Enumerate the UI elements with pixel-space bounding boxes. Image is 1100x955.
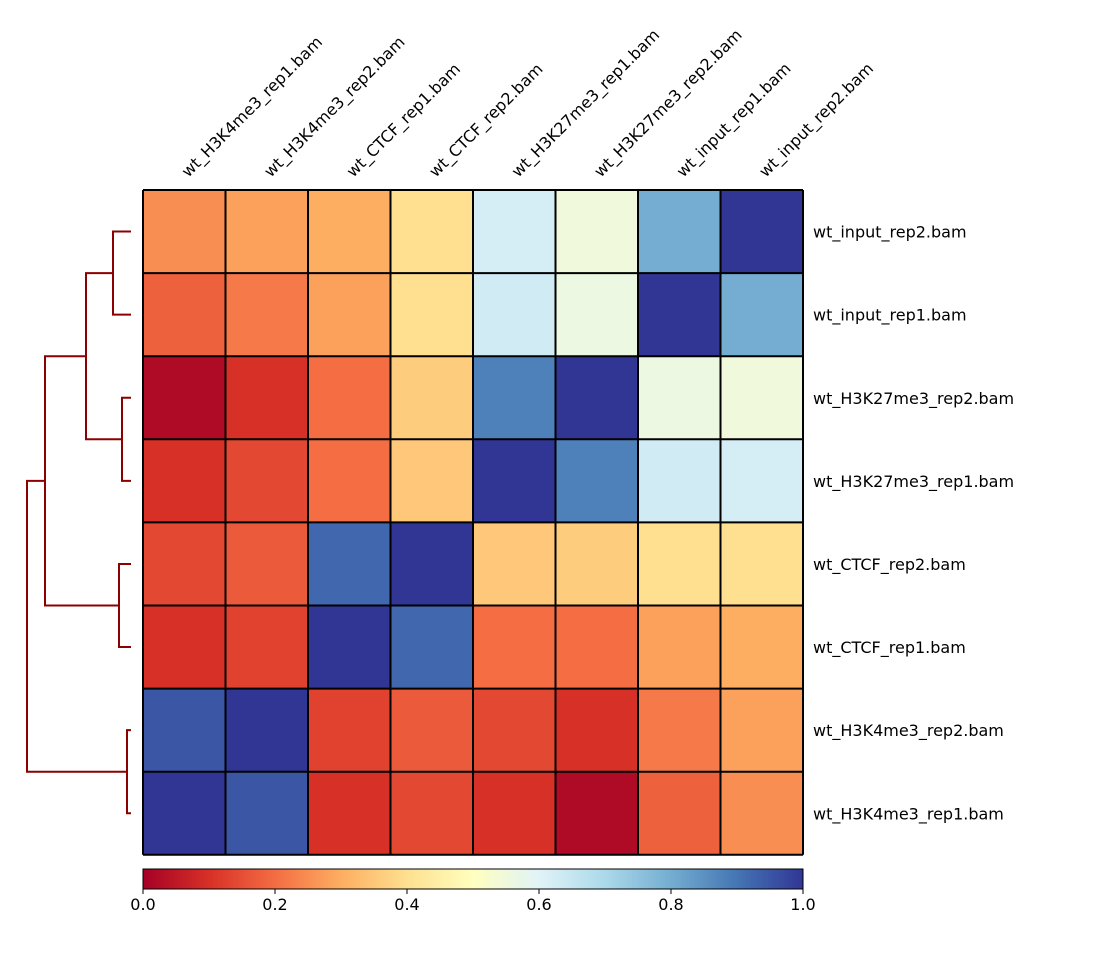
heatmap-cell	[143, 356, 226, 440]
heatmap-cell	[638, 522, 721, 606]
column-label: wt_H3K27me3_rep2.bam	[590, 25, 746, 181]
column-label: wt_H3K27me3_rep1.bam	[508, 25, 664, 181]
heatmap-grid	[142, 189, 804, 856]
column-label: wt_H3K4me3_rep2.bam	[260, 32, 409, 181]
heatmap-cell	[390, 273, 474, 357]
heatmap-cell	[390, 771, 474, 856]
heatmap-cell	[225, 273, 309, 357]
row-label: wt_H3K4me3_rep2.bam	[813, 721, 1004, 741]
colorbar-tick-label: 0.8	[658, 895, 683, 914]
heatmap-cell	[225, 688, 309, 773]
heatmap-cell	[638, 273, 721, 357]
heatmap-cell	[555, 522, 639, 606]
colorbar-gradient	[142, 868, 804, 890]
heatmap-cell	[473, 439, 556, 523]
heatmap-cell	[225, 605, 309, 690]
heatmap-cell	[473, 356, 556, 440]
colorbar-tick-label: 0.0	[130, 895, 155, 914]
heatmap-cells	[143, 190, 804, 856]
heatmap-cell	[143, 273, 226, 357]
heatmap-cell	[473, 273, 556, 357]
heatmap-cell	[390, 522, 474, 606]
row-label: wt_input_rep2.bam	[813, 223, 967, 243]
heatmap-cell	[225, 356, 309, 440]
column-label: wt_H3K4me3_rep1.bam	[178, 32, 327, 181]
heatmap-cell	[473, 522, 556, 606]
heatmap-cell	[308, 522, 391, 606]
dendrogram-link	[112, 230, 131, 316]
heatmap-cell	[473, 771, 556, 856]
heatmap-cell	[473, 190, 556, 274]
dendrogram-link	[126, 729, 131, 815]
colorbar-tick-label: 1.0	[790, 895, 815, 914]
heatmap-cell	[555, 688, 639, 773]
dendrogram-link	[85, 272, 122, 441]
heatmap-cell	[638, 356, 721, 440]
colorbar: 0.0 0.2 0.4 0.6 0.8 1.0	[130, 868, 816, 914]
heatmap-cell	[720, 356, 804, 440]
heatmap-cell	[720, 439, 804, 523]
heatmap-cell	[390, 356, 474, 440]
heatmap-cell	[308, 356, 391, 440]
heatmap-cell	[555, 771, 639, 856]
heatmap-cell	[473, 605, 556, 690]
heatmap-cell	[390, 439, 474, 523]
heatmap-cell	[638, 605, 721, 690]
row-labels: wt_input_rep2.bam wt_input_rep1.bam wt_H3K…	[813, 223, 1014, 825]
dendrogram-link	[26, 479, 127, 773]
heatmap-cell	[638, 439, 721, 523]
dendrogram-link	[44, 355, 119, 607]
heatmap-cell	[638, 190, 721, 274]
colorbar-tick-label: 0.2	[262, 895, 287, 914]
row-label: wt_input_rep1.bam	[813, 306, 967, 326]
colorbar-tick-label: 0.6	[526, 895, 551, 914]
heatmap-cell	[555, 190, 639, 274]
row-label: wt_H3K4me3_rep1.bam	[813, 804, 1004, 824]
heatmap-cell	[720, 522, 804, 606]
heatmap-cell	[225, 439, 309, 523]
colorbar-ticks: 0.0 0.2 0.4 0.6 0.8 1.0	[130, 889, 816, 914]
heatmap-cell	[555, 356, 639, 440]
heatmap-cell	[720, 190, 804, 274]
heatmap-cell	[473, 688, 556, 773]
heatmap-cell	[555, 439, 639, 523]
heatmap-cell	[143, 688, 226, 773]
heatmap-cell	[308, 771, 391, 856]
heatmap-cell	[143, 522, 226, 606]
heatmap-cell	[390, 190, 474, 274]
heatmap-cell	[143, 439, 226, 523]
row-dendrogram	[26, 230, 131, 815]
heatmap-cell	[308, 190, 391, 274]
row-label: wt_H3K27me3_rep2.bam	[813, 389, 1014, 409]
heatmap-cell	[308, 688, 391, 773]
heatmap-cell	[308, 273, 391, 357]
heatmap-cell	[720, 688, 804, 773]
heatmap-cell	[720, 273, 804, 357]
heatmap-cell	[390, 605, 474, 690]
heatmap-cell	[308, 605, 391, 690]
row-label: wt_CTCF_rep2.bam	[813, 555, 966, 575]
dendrogram-link	[121, 396, 131, 482]
heatmap-cell	[225, 771, 309, 856]
heatmap-cell	[638, 771, 721, 856]
heatmap-cell	[143, 605, 226, 690]
heatmap-cell	[720, 605, 804, 690]
dendrogram-link	[118, 562, 131, 649]
heatmap-cell	[555, 273, 639, 357]
heatmap-cell	[143, 771, 226, 856]
heatmap-cell	[143, 190, 226, 274]
heatmap-cell	[225, 190, 309, 274]
heatmap-cell	[308, 439, 391, 523]
heatmap-cell	[555, 605, 639, 690]
heatmap-cell	[225, 522, 309, 606]
colorbar-tick-label: 0.4	[394, 895, 419, 914]
row-label: wt_H3K27me3_rep1.bam	[813, 472, 1014, 492]
heatmap-cell	[390, 688, 474, 773]
heatmap-cell	[638, 688, 721, 773]
heatmap-cell	[720, 771, 804, 856]
row-label: wt_CTCF_rep1.bam	[813, 638, 966, 658]
